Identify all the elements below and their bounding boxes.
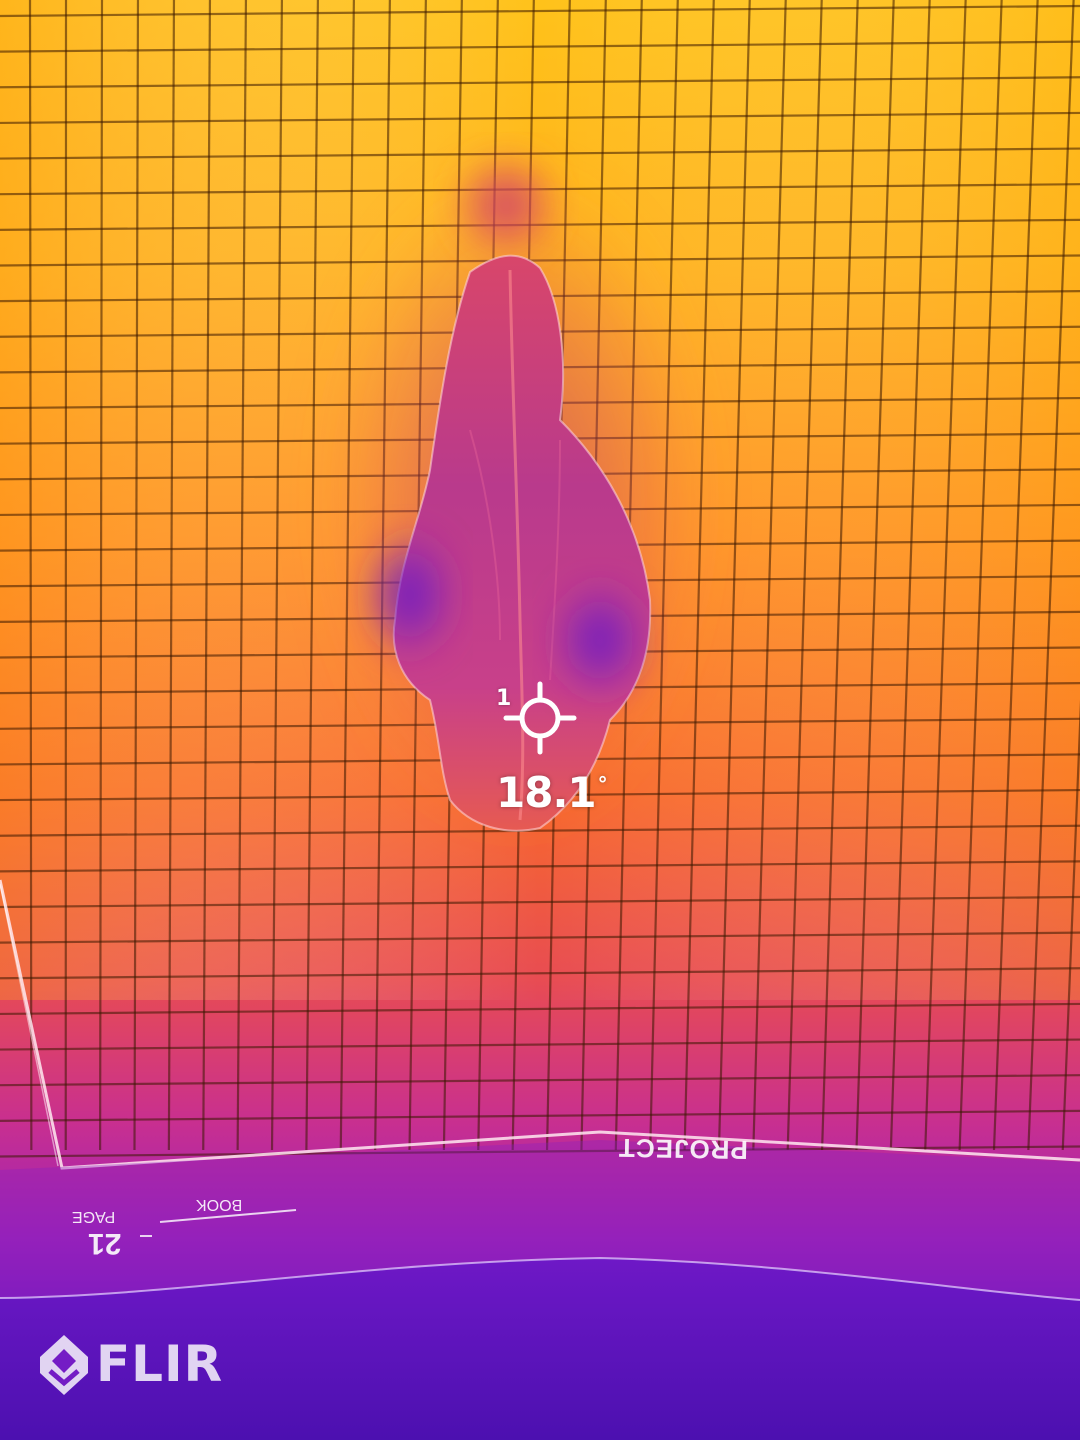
paper-page-number: 21: [88, 1227, 122, 1260]
fish-mouth-blob: [454, 153, 558, 257]
grid-vertical-line: [202, 0, 212, 1151]
grid-vertical-line: [752, 0, 787, 1151]
grid-horizontal-line: [0, 147, 1080, 160]
grid-horizontal-line: [0, 860, 1080, 873]
grid-vertical-line: [305, 0, 319, 1151]
temperature-value: 18.1: [496, 768, 597, 817]
paper-border-line: [0, 879, 1080, 1170]
grid-horizontal-line: [0, 824, 1080, 837]
grid-vertical-line: [786, 0, 823, 1151]
paper-book-word: BOOK: [196, 1196, 243, 1213]
paper-project-label: PROJECT: [617, 1132, 749, 1166]
grid-vertical-line: [28, 0, 33, 1151]
grid-vertical-line: [167, 0, 176, 1151]
grid-vertical-line: [717, 0, 751, 1151]
flir-diamond-icon: [40, 1335, 88, 1395]
grid-horizontal-line: [0, 1109, 1080, 1122]
grid-vertical-line: [133, 0, 140, 1151]
grid-vertical-line: [855, 0, 895, 1151]
grid-horizontal-line: [0, 895, 1080, 909]
grid-horizontal-line: [0, 76, 1080, 89]
fish-spine: [508, 269, 525, 821]
fish-right-fin-cold-spot: [552, 580, 648, 700]
temperature-unit: °: [597, 772, 608, 796]
spot-meter-label: 1: [496, 686, 512, 711]
grid-vertical-line: [1061, 699, 1080, 1151]
fish-left-fin-cold-spot: [365, 530, 455, 660]
grid-vertical-line: [924, 0, 967, 1151]
flir-logo-text: FLIR: [96, 1335, 224, 1393]
grid-vertical-line: [958, 0, 1003, 1151]
spot-temperature-readout: 18.1 °: [496, 772, 608, 814]
grid-horizontal-line: [0, 1038, 1080, 1051]
grid-vertical-line: [992, 0, 1039, 1151]
grid-vertical-line: [99, 0, 104, 1151]
flir-logo: FLIR: [42, 1332, 223, 1396]
grid-horizontal-line: [0, 967, 1080, 980]
grid-horizontal-line: [0, 931, 1080, 944]
crosshair-icon: [503, 681, 577, 755]
grid-vertical-line: [270, 0, 284, 1151]
grid-horizontal-line: [0, 1002, 1080, 1016]
grid-vertical-line: [820, 0, 859, 1151]
grid-vertical-line: [236, 0, 248, 1151]
paper-page-word: PAGE: [72, 1208, 116, 1225]
book-underline: [159, 1209, 297, 1223]
grid-horizontal-line: [0, 1074, 1080, 1087]
table-surface: [0, 1258, 1080, 1440]
grid-horizontal-line: [0, 40, 1080, 53]
grid-vertical-line: [889, 0, 931, 1151]
grid-horizontal-line: [0, 4, 1080, 18]
grid-horizontal-line: [0, 111, 1080, 125]
